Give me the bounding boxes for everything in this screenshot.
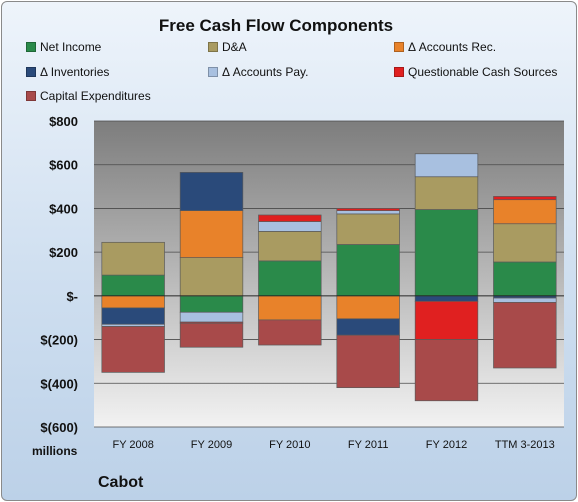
y-tick-label: $800 [49, 114, 78, 129]
bar-segment [258, 221, 322, 232]
bar-segment [258, 319, 322, 346]
bar-segment [179, 172, 244, 211]
x-tick-label: TTM 3-2013 [495, 439, 555, 451]
x-tick-label: FY 2008 [112, 439, 153, 451]
legend-item-accounts-rec: Δ Accounts Rec. [394, 40, 496, 54]
bar-segment [258, 295, 322, 321]
x-tick-label: FY 2012 [426, 439, 467, 451]
y-axis-units: millions [32, 444, 78, 458]
x-tick-label: FY 2011 [348, 439, 389, 451]
bar-segment [101, 295, 165, 309]
legend-label: Δ Inventories [40, 65, 110, 79]
bar-segment [179, 322, 244, 348]
bar-segment [258, 214, 322, 222]
legend-item-da: D&A [208, 40, 247, 54]
bar-segment [493, 223, 557, 263]
legend-item-accounts-pay: Δ Accounts Pay. [208, 65, 309, 79]
bar-segment [101, 241, 165, 276]
legend-swatch [394, 42, 404, 52]
y-tick-label: $600 [49, 158, 78, 173]
bar-segment [179, 210, 244, 258]
bar-segment [336, 334, 400, 389]
y-tick-label: $- [66, 289, 78, 304]
bar-segment [179, 311, 244, 323]
legend-item-net-income: Net Income [26, 40, 101, 54]
bar-segment [414, 295, 479, 302]
legend-swatch [208, 67, 218, 77]
y-tick-label: $(600) [40, 420, 78, 435]
bar-segment [179, 295, 244, 313]
bar-segment [336, 208, 400, 211]
bar-segment [258, 231, 322, 262]
bar-segment [336, 244, 400, 297]
bar-segment [336, 213, 400, 245]
bar-segment [493, 302, 557, 369]
bar-segment [493, 297, 557, 303]
bar-segment [414, 153, 479, 178]
legend-item-questionable: Questionable Cash Sources [394, 65, 557, 79]
x-tick-label: FY 2009 [191, 439, 232, 451]
legend-label: Questionable Cash Sources [408, 65, 558, 79]
legend-label: Capital Expenditures [40, 89, 151, 103]
legend-swatch [26, 91, 36, 101]
bar-segment [101, 326, 165, 373]
y-tick-label: $(200) [40, 333, 78, 348]
legend-label: D&A [222, 40, 247, 54]
plot-area [94, 121, 564, 427]
bar-segment [258, 260, 322, 297]
bar-segment [101, 307, 165, 325]
legend-swatch [394, 67, 404, 77]
y-tick-label: $(400) [40, 376, 78, 391]
bar-segment [493, 261, 557, 297]
legend-item-inventories: Δ Inventories [26, 65, 109, 79]
bar-segment [414, 339, 479, 402]
legend-swatch [26, 67, 36, 77]
x-tick-label: FY 2010 [269, 439, 310, 451]
bar-segment [493, 199, 557, 225]
bar-segment [336, 295, 400, 320]
bar-segment [336, 318, 400, 336]
bar-segment [101, 274, 165, 297]
bar-segment [414, 209, 479, 297]
y-tick-label: $200 [49, 245, 78, 260]
bar-segment [493, 196, 557, 201]
company-name: Cabot [98, 474, 144, 491]
legend-swatch [26, 42, 36, 52]
bar-segment [179, 257, 244, 297]
bar-segment [336, 210, 400, 215]
bar-segment [414, 300, 479, 340]
chart-title: Free Cash Flow Components [158, 16, 394, 35]
y-tick-label: $400 [49, 201, 78, 216]
bar-segment [414, 176, 479, 210]
legend-label: Δ Accounts Pay. [222, 65, 309, 79]
legend-label: Δ Accounts Rec. [408, 40, 497, 54]
legend-item-capex: Capital Expenditures [26, 89, 151, 103]
legend-label: Net Income [40, 40, 102, 54]
legend-swatch [208, 42, 218, 52]
